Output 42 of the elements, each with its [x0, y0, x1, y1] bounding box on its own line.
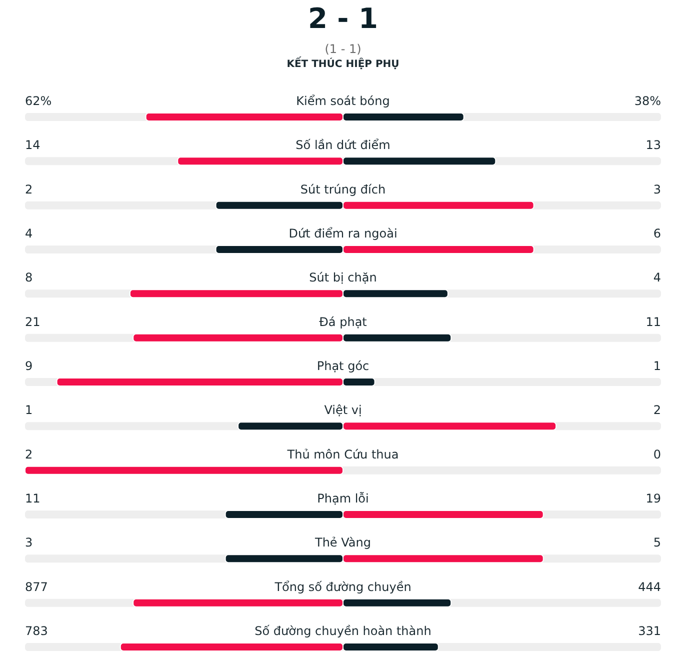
annotation: 14: [25, 138, 40, 152]
annotation: 783: [25, 624, 48, 638]
annotation: 1: [25, 403, 33, 418]
y-tick-label: Phạt góc: [316, 359, 370, 373]
annotation: 21: [25, 314, 40, 329]
chart-title: 2 - 1: [308, 2, 378, 35]
annotation: 62%: [25, 94, 52, 108]
annotation: 9: [25, 359, 33, 373]
y-tick-label: Sút trúng đích: [300, 182, 386, 196]
text: 13: [646, 138, 661, 152]
text: 331: [638, 624, 661, 638]
y-tick-label: Tổng số đường chuyền: [274, 580, 412, 594]
text: 3: [653, 182, 661, 196]
y-tick-label: Đá phạt: [319, 314, 368, 329]
y-tick-label: Việt vị: [324, 403, 362, 418]
text: 11: [646, 314, 661, 329]
text: 0: [653, 447, 661, 462]
text: 19: [646, 492, 661, 506]
y-tick-label: Thủ môn Cứu thua: [286, 447, 399, 462]
chart-subtitle: (1 - 1): [324, 42, 362, 56]
y-tick-label: Dứt điểm ra ngoài: [288, 226, 398, 240]
text: 5: [653, 536, 661, 550]
text: 6: [653, 226, 661, 240]
text: KẾT THÚC HIỆP PHỤ: [286, 56, 400, 70]
text: 4: [653, 270, 661, 285]
text: 444: [638, 580, 661, 594]
annotation: 2: [25, 182, 33, 196]
text: 1: [653, 359, 661, 373]
y-tick-label: Phạm lỗi: [317, 492, 369, 506]
annotation: 3: [25, 536, 33, 550]
text: 38%: [634, 94, 661, 108]
y-tick-label: Số đường chuyền hoàn thành: [254, 624, 432, 638]
y-tick-label: Số lần dứt điểm: [296, 138, 390, 152]
annotation: 4: [25, 226, 33, 240]
annotation: 8: [25, 270, 33, 285]
y-tick-label: Kiểm soát bóng: [296, 94, 390, 108]
annotation: 877: [25, 580, 48, 594]
text: 2: [653, 403, 661, 418]
y-tick-label: Thẻ Vàng: [314, 536, 371, 550]
annotation: 2: [25, 447, 33, 462]
annotation: 11: [25, 492, 40, 506]
y-tick-label: Sút bị chặn: [309, 270, 377, 285]
